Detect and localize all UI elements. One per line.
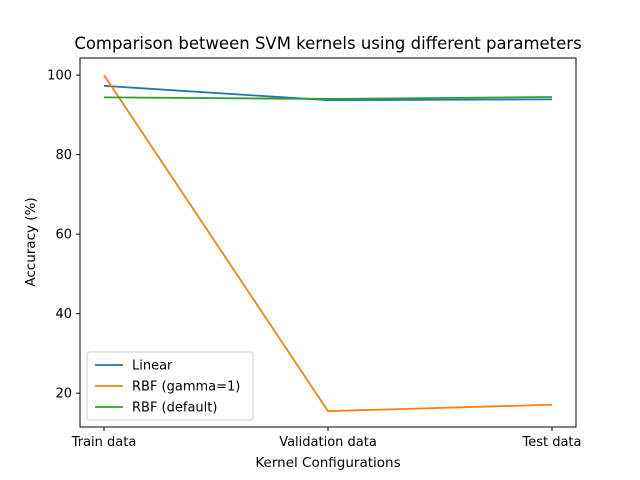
chart-title: Comparison between SVM kernels using dif…	[74, 34, 581, 53]
legend-label: RBF (gamma=1)	[132, 380, 240, 395]
y-tick-label: 60	[55, 228, 72, 243]
x-tick-label: Validation data	[279, 435, 377, 450]
y-tick-label: 100	[47, 69, 72, 84]
legend-box	[86, 351, 254, 421]
x-tick-label: Train data	[71, 435, 137, 450]
plot-area: 20 40 60 80 100 Train data Validation data Test…	[47, 57, 582, 450]
x-axis-label: Kernel Configurations	[255, 455, 400, 471]
y-tick-label: 40	[55, 307, 72, 322]
legend-label: RBF (default)	[132, 401, 217, 416]
y-tick-label: 80	[55, 148, 72, 163]
series-line-0	[103, 84, 553, 102]
legend: Linear RBF (gamma=1) RBF (default)	[86, 351, 254, 421]
series-line-1	[103, 74, 553, 412]
y-tick-label: 20	[55, 387, 72, 402]
plot-frame	[79, 57, 577, 428]
series-line-2	[103, 96, 553, 100]
x-tick-label: Test data	[521, 435, 581, 450]
legend-label: Linear	[132, 359, 173, 374]
y-axis-label: Accuracy (%)	[23, 197, 39, 286]
